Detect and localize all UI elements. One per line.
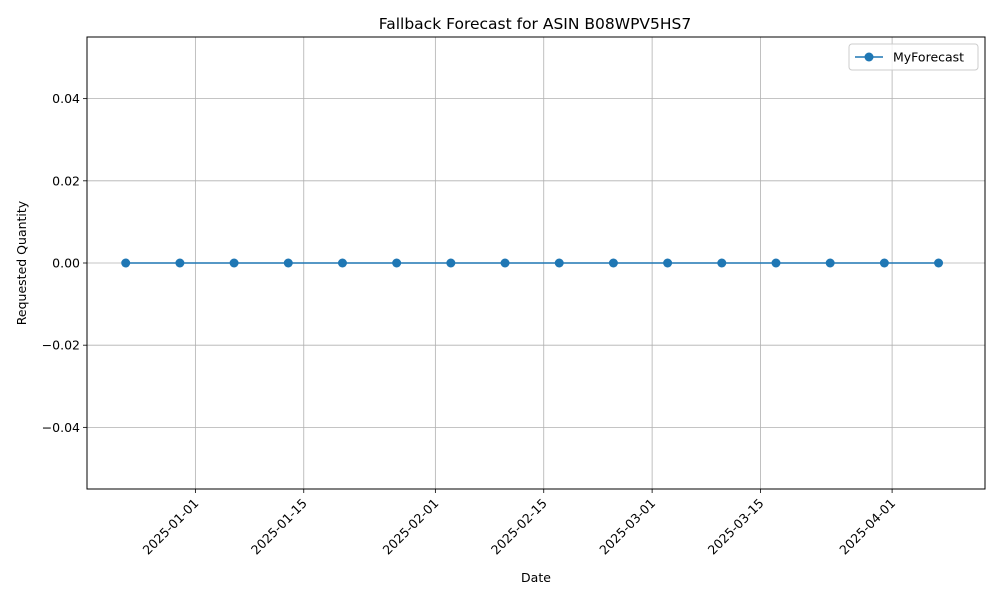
data-point [934,258,944,268]
y-tick-label: −0.02 [42,338,80,353]
y-axis: −0.04 −0.02 0.00 0.02 0.04 [42,91,87,435]
legend-label: MyForecast [893,50,964,65]
y-tick-label: 0.02 [52,173,80,188]
y-axis-label: Requested Quantity [14,200,29,325]
data-point [879,258,889,268]
data-point [608,258,618,268]
y-tick-label: 0.04 [52,91,80,106]
data-point [500,258,510,268]
data-point [175,258,185,268]
data-point [446,258,456,268]
series-layer [121,258,944,268]
x-tick-label: 2025-03-01 [596,496,658,558]
x-tick-label: 2025-02-15 [488,496,550,558]
data-point [283,258,293,268]
x-tick-label: 2025-01-15 [248,496,310,558]
x-tick-label: 2025-02-01 [380,496,442,558]
x-tick-label: 2025-01-01 [140,496,202,558]
chart-title: Fallback Forecast for ASIN B08WPV5HS7 [379,15,692,33]
legend-marker [864,52,874,62]
x-tick-label: 2025-03-15 [705,496,767,558]
legend-box [848,43,979,71]
data-point [771,258,781,268]
data-point [717,258,727,268]
legend: MyForecast [848,43,979,71]
x-axis-label: Date [521,570,551,585]
data-point [337,258,347,268]
x-axis: 2025-01-01 2025-01-15 2025-02-01 2025-02-15… [140,489,898,558]
y-tick-label: −0.04 [42,420,80,435]
data-point [229,258,239,268]
data-point [392,258,402,268]
data-point [663,258,673,268]
x-tick-label: 2025-04-01 [836,496,898,558]
data-point [825,258,835,268]
data-point [121,258,131,268]
y-tick-label: 0.00 [52,256,80,271]
data-point [554,258,564,268]
